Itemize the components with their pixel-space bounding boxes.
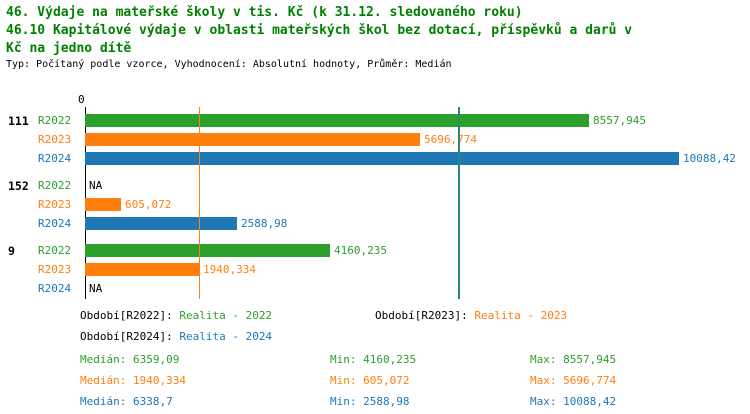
bar-r2023 — [85, 263, 199, 276]
bar-row: R2023 1940,334 — [0, 260, 750, 279]
series-label: R2022 — [38, 179, 72, 192]
legend-row: Období[R2024]: Realita - 2024 — [80, 326, 750, 347]
bar-row: R2023 5696,774 — [0, 130, 750, 149]
stats-row-r2023: Medián: 1940,334 Min: 605,072 Max: 5696,77… — [80, 370, 750, 391]
legend-item-r2023: Období[R2023]: Realita - 2023 — [375, 309, 670, 322]
legend-item-value: Realita - 2024 — [179, 330, 273, 343]
bar-area: 605,072 — [85, 198, 750, 211]
legend-item-label: Období[R2023]: — [375, 309, 475, 322]
bar-r2023 — [85, 133, 420, 146]
median-line-r2022 — [459, 107, 460, 299]
bar-r2022 — [85, 244, 330, 257]
bar-area: 5696,774 — [85, 133, 750, 146]
bar-area: NA — [85, 179, 750, 192]
bar-row: R2024 2588,98 — [0, 214, 750, 233]
stat-min-value: Min: 605,072 — [330, 374, 410, 387]
chart-legend: Období[R2022]: Realita - 2022 Období[R202… — [80, 305, 750, 347]
stats-row-r2024: Medián: 6338,7 Min: 2588,98 Max: 10088,42 — [80, 391, 750, 412]
bar-chart: 0 111 R2022 8557,945 R2023 5696,774 R2024 1008… — [0, 93, 750, 301]
series-label: R2022 — [38, 244, 72, 257]
bar-r2024 — [85, 217, 237, 230]
bar-group-152: 152 R2022 NA R2023 605,072 R2024 2588,98 — [0, 176, 750, 233]
bar-area: 8557,945 — [85, 114, 750, 127]
bar-rows: 111 R2022 8557,945 R2023 5696,774 R2024 10088,… — [0, 111, 750, 306]
legend-item-value: Realita - 2023 — [474, 309, 568, 322]
value-label: 1940,334 — [203, 263, 256, 276]
bar-r2024 — [85, 152, 679, 165]
stat-max-value: Max: 5696,774 — [530, 374, 617, 387]
bar-area: 10088,42 — [85, 152, 750, 165]
value-label: 605,072 — [125, 198, 172, 211]
value-label: NA — [89, 179, 103, 192]
value-label: 2588,98 — [241, 217, 288, 230]
group-label: 152 — [8, 178, 29, 193]
series-label: R2024 — [38, 217, 72, 230]
legend-item-label: Období[R2022]: — [80, 309, 180, 322]
bar-group-111: 111 R2022 8557,945 R2023 5696,774 R2024 10088,… — [0, 111, 750, 168]
bar-group-9: 9 R2022 4160,235 R2023 1940,334 R2024 NA — [0, 241, 750, 298]
bar-r2022 — [85, 114, 589, 127]
chart-title-line-1: 46. Výdaje na mateřské školy v tis. Kč (… — [6, 5, 523, 20]
series-label: R2022 — [38, 114, 72, 127]
value-label: 8557,945 — [593, 114, 646, 127]
bar-r2023 — [85, 198, 121, 211]
stat-min-value: Min: 4160,235 — [330, 353, 417, 366]
chart-stats: Medián: 6359,09 Min: 4160,235 Max: 8557,94… — [80, 349, 750, 412]
legend-item-r2024: Období[R2024]: Realita - 2024 — [80, 330, 375, 343]
median-line-r2023 — [199, 107, 200, 299]
bar-area: 4160,235 — [85, 244, 750, 257]
bar-area: 1940,334 — [85, 263, 750, 276]
legend-row: Období[R2022]: Realita - 2022 Období[R202… — [80, 305, 750, 326]
bar-row: R2024 NA — [0, 279, 750, 298]
axis-zero-tick-label: 0 — [78, 93, 85, 106]
bar-row: 111 R2022 8557,945 — [0, 111, 750, 130]
stat-max-value: Max: 10088,42 — [530, 395, 617, 408]
value-label: 5696,774 — [424, 133, 477, 146]
bar-area: 2588,98 — [85, 217, 750, 230]
chart-subtitle: Typ: Počítaný podle vzorce, Vyhodnocení:… — [6, 59, 452, 70]
bar-row: R2023 605,072 — [0, 195, 750, 214]
legend-item-value: Realita - 2022 — [179, 309, 273, 322]
bar-area: NA — [85, 282, 750, 295]
stat-median-value: Medián: 6338,7 — [80, 395, 173, 408]
chart-title-line-2: 46.10 Kapitálové výdaje v oblasti mateřs… — [6, 23, 633, 38]
series-label: R2023 — [38, 263, 72, 276]
stats-row-r2022: Medián: 6359,09 Min: 4160,235 Max: 8557,94… — [80, 349, 750, 370]
series-label: R2023 — [38, 198, 72, 211]
group-label: 9 — [8, 243, 15, 258]
bar-row: 9 R2022 4160,235 — [0, 241, 750, 260]
chart-header: 46. Výdaje na mateřské školy v tis. Kč (… — [0, 0, 750, 72]
series-label: R2024 — [38, 152, 72, 165]
legend-item-r2022: Období[R2022]: Realita - 2022 — [80, 309, 375, 322]
bar-row: R2024 10088,42 — [0, 149, 750, 168]
median-line-r2024 — [458, 107, 459, 299]
series-label: R2024 — [38, 282, 72, 295]
value-label: 10088,42 — [683, 152, 736, 165]
stat-median-value: Medián: 6359,09 — [80, 353, 180, 366]
value-label: 4160,235 — [334, 244, 387, 257]
bar-row: 152 R2022 NA — [0, 176, 750, 195]
stat-median-value: Medián: 1940,334 — [80, 374, 186, 387]
value-label: NA — [89, 282, 103, 295]
stat-min-value: Min: 2588,98 — [330, 395, 410, 408]
legend-item-label: Období[R2024]: — [80, 330, 180, 343]
series-label: R2023 — [38, 133, 72, 146]
chart-title-line-3: Kč na jedno dítě — [6, 41, 132, 56]
stat-max-value: Max: 8557,945 — [530, 353, 617, 366]
group-label: 111 — [8, 113, 29, 128]
